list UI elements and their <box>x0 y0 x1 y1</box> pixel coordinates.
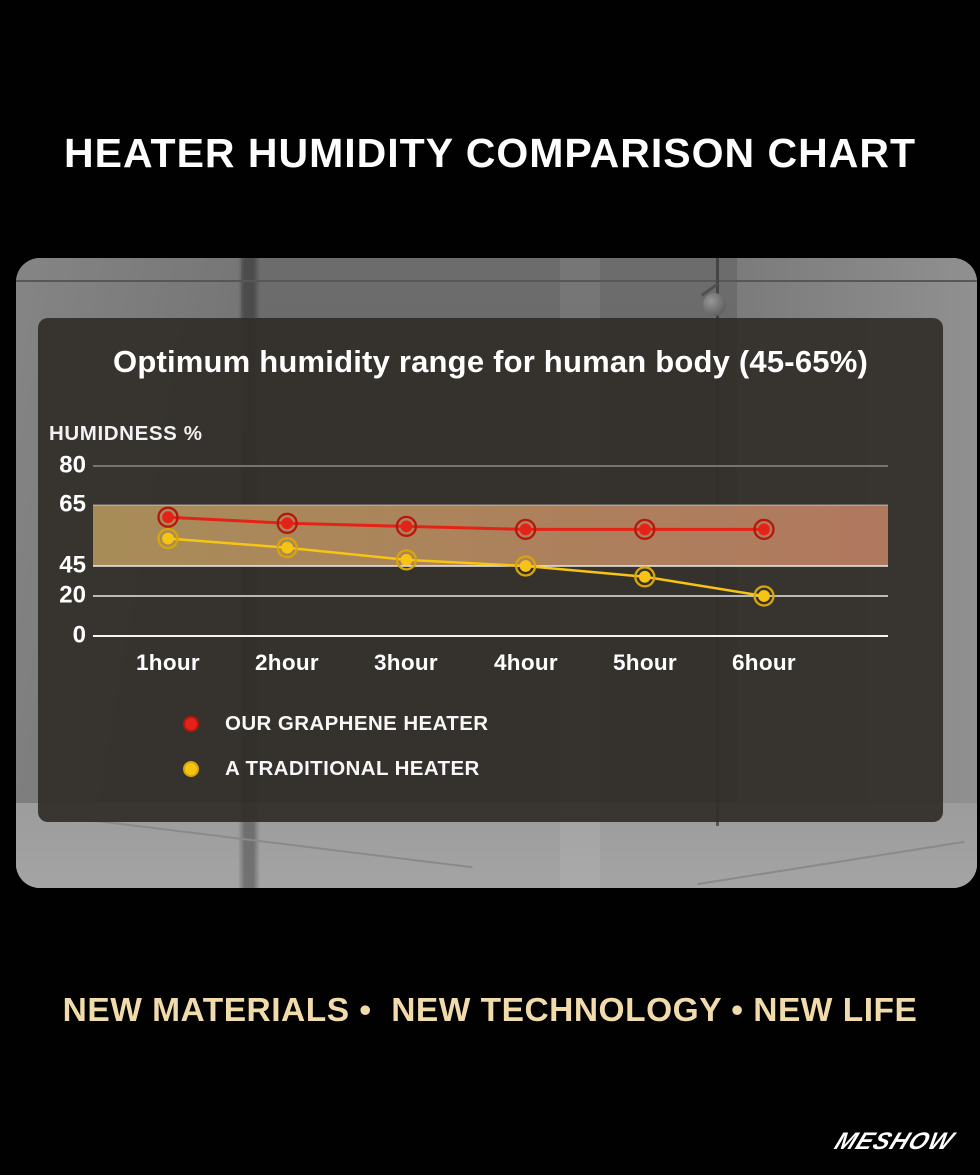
legend-label-graphene: OUR GRAPHENE HEATER <box>225 712 489 735</box>
tagline: NEW MATERIALS • NEW TECHNOLOGY • NEW LIF… <box>62 992 918 1029</box>
legend-item-graphene: OUR GRAPHENE HEATER <box>183 710 489 738</box>
x-label-5hour: 5hour <box>612 650 678 675</box>
y-axis-label: HUMIDNESS % <box>49 422 203 445</box>
chart-title: Optimum humidity range for human body (4… <box>113 344 868 379</box>
photo-card: Optimum humidity range for human body (4… <box>16 258 977 888</box>
shower-head-icon <box>703 293 726 316</box>
legend-dot-graphene <box>183 716 199 732</box>
x-label-3hour: 3hour <box>373 650 439 675</box>
x-label-2hour: 2hour <box>254 650 320 675</box>
shower-pipe <box>716 258 719 316</box>
brand-logo: MESHOW <box>831 1128 959 1155</box>
legend-label-traditional: A TRADITIONAL HEATER <box>225 757 480 780</box>
page-title: HEATER HUMIDITY COMPARISON CHART <box>64 130 916 176</box>
y-tick-80: 80 <box>59 451 86 479</box>
x-label-6hour: 6hour <box>731 650 797 675</box>
chart-plot <box>93 465 888 637</box>
chart-panel: Optimum humidity range for human body (4… <box>38 318 943 822</box>
y-tick-45: 45 <box>59 551 86 579</box>
y-tick-20: 20 <box>59 581 86 609</box>
legend-item-traditional: A TRADITIONAL HEATER <box>183 755 489 783</box>
legend-dot-traditional <box>183 761 199 777</box>
legend: OUR GRAPHENE HEATER A TRADITIONAL HEATER <box>183 710 489 800</box>
y-tick-65: 65 <box>59 490 86 518</box>
x-label-1hour: 1hour <box>135 650 201 675</box>
y-tick-0: 0 <box>72 621 86 649</box>
x-label-4hour: 4hour <box>493 650 559 675</box>
